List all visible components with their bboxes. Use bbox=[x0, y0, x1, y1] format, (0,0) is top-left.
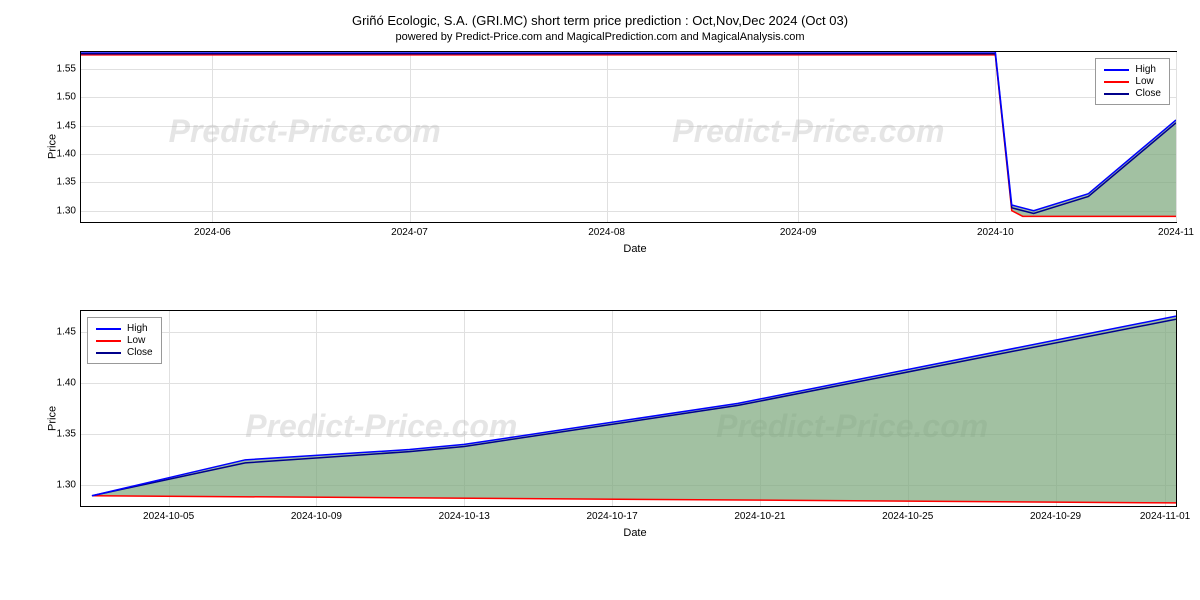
y-tick-label: 1.40 bbox=[57, 377, 76, 388]
x-tick-label: 2024-10-29 bbox=[1030, 511, 1081, 522]
legend-label: Low bbox=[127, 335, 145, 346]
y-tick-label: 1.55 bbox=[57, 64, 76, 75]
legend-item: Low bbox=[1104, 76, 1161, 87]
legend-item: Low bbox=[96, 335, 153, 346]
chart1-wrapper: Price 1.301.351.401.451.501.552024-06202… bbox=[80, 51, 1190, 255]
legend-label: Close bbox=[1135, 88, 1161, 99]
x-tick-label: 2024-08 bbox=[588, 227, 625, 238]
x-tick-label: 2024-11-01 bbox=[1140, 511, 1190, 522]
x-tick-label: 2024-10-17 bbox=[586, 511, 637, 522]
legend-label: High bbox=[127, 323, 148, 334]
chart2-ylabel: Price bbox=[47, 405, 59, 430]
chart-subtitle: powered by Predict-Price.com and Magical… bbox=[10, 31, 1190, 43]
x-tick-label: 2024-10-05 bbox=[143, 511, 194, 522]
x-tick-label: 2024-10 bbox=[977, 227, 1014, 238]
x-tick-label: 2024-06 bbox=[194, 227, 231, 238]
chart2-wrapper: Price 1.301.351.401.452024-10-052024-10-… bbox=[80, 310, 1190, 539]
chart-title: Griñó Ecologic, S.A. (GRI.MC) short term… bbox=[10, 13, 1190, 28]
chart1-xlabel: Date bbox=[80, 243, 1190, 255]
y-tick-label: 1.45 bbox=[57, 326, 76, 337]
y-tick-label: 1.30 bbox=[57, 205, 76, 216]
x-tick-label: 2024-11 bbox=[1158, 227, 1194, 238]
y-tick-label: 1.35 bbox=[57, 177, 76, 188]
x-tick-label: 2024-10-13 bbox=[439, 511, 490, 522]
legend: HighLowClose bbox=[1095, 58, 1170, 105]
y-tick-label: 1.45 bbox=[57, 120, 76, 131]
x-tick-label: 2024-10-25 bbox=[882, 511, 933, 522]
y-tick-label: 1.35 bbox=[57, 429, 76, 440]
legend-label: High bbox=[1135, 64, 1156, 75]
x-tick-label: 2024-09 bbox=[780, 227, 817, 238]
legend: HighLowClose bbox=[87, 317, 162, 364]
x-tick-label: 2024-10-09 bbox=[291, 511, 342, 522]
y-tick-label: 1.40 bbox=[57, 149, 76, 160]
legend-label: Close bbox=[127, 347, 153, 358]
x-tick-label: 2024-07 bbox=[391, 227, 428, 238]
y-tick-label: 1.50 bbox=[57, 92, 76, 103]
y-tick-label: 1.30 bbox=[57, 480, 76, 491]
chart2: 1.301.351.401.452024-10-052024-10-092024… bbox=[80, 310, 1177, 507]
chart2-xlabel: Date bbox=[80, 527, 1190, 539]
legend-label: Low bbox=[1135, 76, 1153, 87]
x-tick-label: 2024-10-21 bbox=[734, 511, 785, 522]
chart1: 1.301.351.401.451.501.552024-062024-0720… bbox=[80, 51, 1177, 223]
legend-item: High bbox=[1104, 64, 1161, 75]
legend-item: Close bbox=[96, 347, 153, 358]
legend-item: High bbox=[96, 323, 153, 334]
legend-item: Close bbox=[1104, 88, 1161, 99]
